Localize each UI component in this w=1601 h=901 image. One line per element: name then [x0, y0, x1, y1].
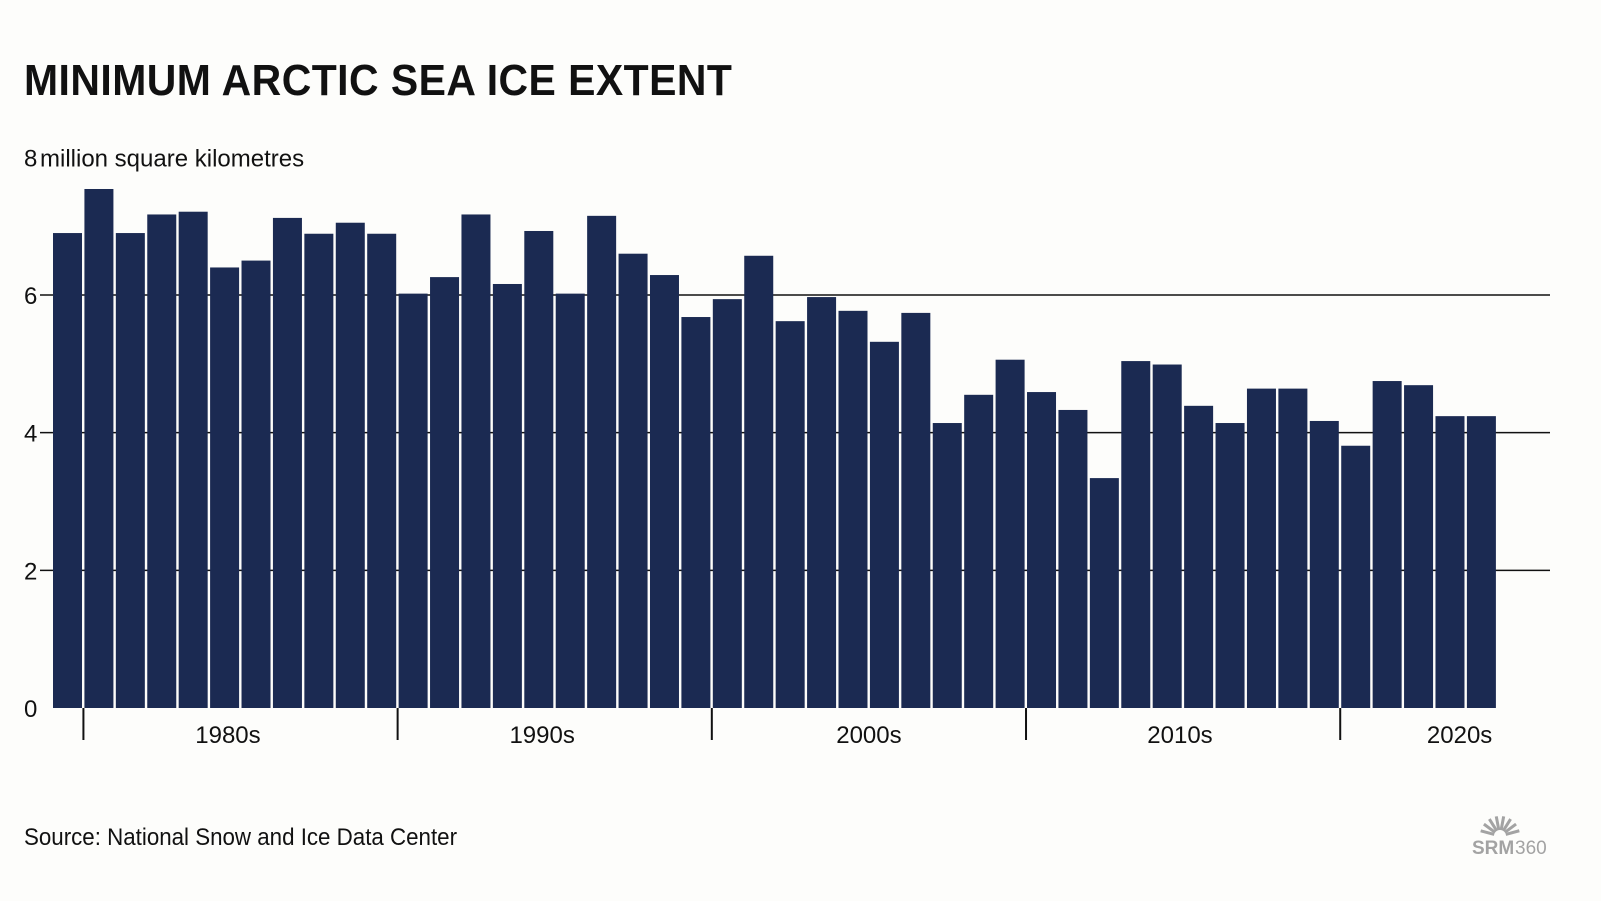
y-tick-label: 4 — [24, 421, 37, 448]
x-tick-label: 1990s — [509, 722, 574, 749]
bar-1979 — [53, 233, 82, 709]
bar-2009 — [995, 359, 1025, 708]
bar-2007 — [932, 423, 962, 708]
bar-1980 — [84, 188, 114, 708]
y-axis-label: million square kilometres — [40, 145, 304, 172]
bar-2014 — [1152, 364, 1182, 708]
logo-ray — [1488, 818, 1499, 832]
bar-2022 — [1404, 385, 1434, 708]
logo-ray — [1505, 829, 1520, 836]
bar-1993 — [492, 283, 522, 708]
logo-ray — [1499, 816, 1506, 831]
bar-1995 — [555, 293, 585, 708]
logo-ray — [1483, 822, 1497, 834]
svg-text:360: 360 — [1515, 838, 1547, 858]
bar-1997 — [618, 253, 648, 708]
bar-2004 — [838, 310, 868, 708]
logo-ray — [1494, 816, 1501, 831]
bar-2003 — [807, 297, 837, 708]
x-tick-label: 2000s — [836, 722, 901, 749]
bar-1987 — [304, 233, 334, 708]
bar-2002 — [775, 321, 805, 708]
logo-ray — [1503, 822, 1517, 834]
bar-1999 — [681, 317, 711, 708]
bar-1998 — [649, 275, 679, 708]
bar-2010 — [1027, 392, 1057, 708]
logo-ray — [1480, 829, 1495, 836]
bar-2024 — [1466, 416, 1496, 708]
bar-1981 — [115, 233, 145, 709]
bar-2001 — [744, 255, 774, 708]
y-tick-label: 2 — [24, 558, 37, 585]
chart-title: MINIMUM ARCTIC SEA ICE EXTENT — [24, 56, 733, 105]
bar-1991 — [430, 277, 460, 708]
bar-2006 — [901, 312, 931, 708]
bar-1992 — [461, 214, 491, 708]
x-tick-label: 2010s — [1147, 722, 1212, 749]
bar-2021 — [1372, 381, 1402, 708]
bar-1986 — [272, 217, 302, 708]
bar-2020 — [1341, 445, 1371, 708]
x-tick-label: 1980s — [195, 722, 260, 749]
bar-2013 — [1121, 361, 1151, 708]
bar-1985 — [241, 260, 271, 708]
bar-chart: 0 2 4 6 8 million square kilometres 1980s 1990s… — [24, 145, 1550, 749]
bar-1984 — [210, 267, 240, 708]
srm360-logo: SRM 360 — [1470, 812, 1554, 863]
bar-1996 — [587, 215, 617, 708]
bar-1994 — [524, 230, 554, 709]
bar-2019 — [1309, 420, 1339, 708]
x-tick-label: 2020s — [1427, 722, 1492, 749]
bar-2015 — [1184, 405, 1214, 708]
bar-1990 — [398, 293, 428, 708]
y-tick-label: 8 — [24, 145, 37, 172]
bar-1983 — [178, 211, 208, 708]
sunburst-logo-icon: SRM 360 — [1472, 816, 1547, 859]
y-tick-label: 6 — [24, 283, 37, 310]
y-tick-label: 0 — [24, 696, 37, 723]
bar-1989 — [367, 233, 397, 708]
bar-2000 — [712, 299, 742, 708]
bar-2005 — [869, 341, 899, 708]
bar-2011 — [1058, 409, 1088, 708]
source-note: Source: National Snow and Ice Data Cente… — [24, 824, 458, 851]
bar-2016 — [1215, 423, 1245, 708]
svg-text:SRM: SRM — [1472, 838, 1514, 858]
logo-ray — [1501, 818, 1512, 832]
bar-2018 — [1278, 388, 1308, 708]
bar-2012 — [1089, 478, 1119, 708]
bar-1988 — [335, 222, 365, 708]
bar-2023 — [1435, 416, 1465, 708]
bar-2008 — [964, 394, 994, 708]
bar-1982 — [147, 214, 177, 708]
bar-2017 — [1246, 388, 1276, 708]
